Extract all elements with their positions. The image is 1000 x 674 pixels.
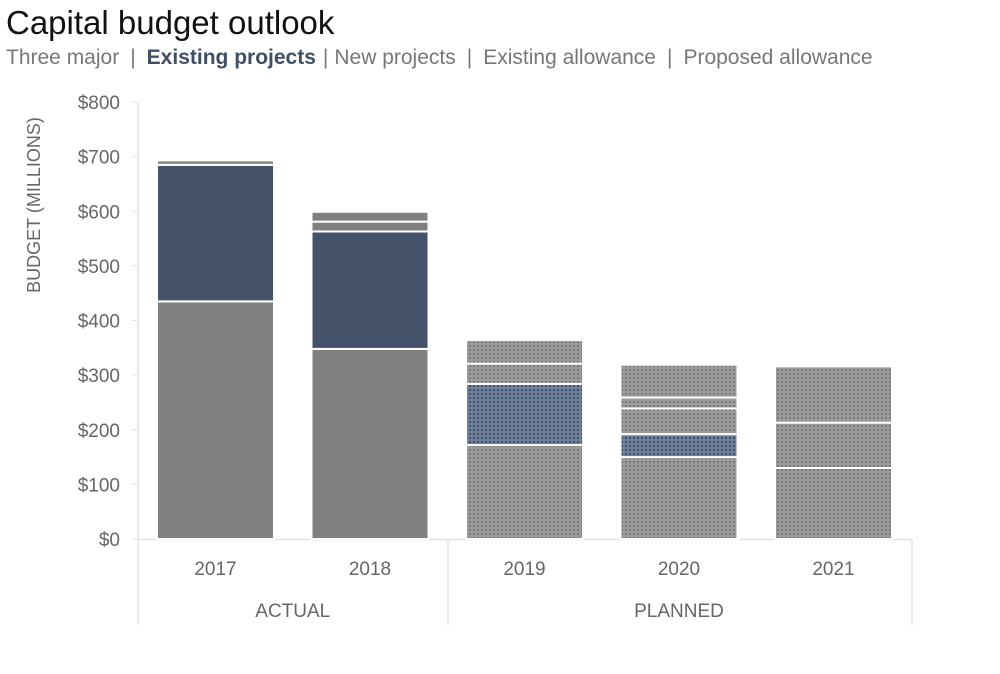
y-tick-label: $200 xyxy=(78,421,120,442)
legend: Three major | Existing projects | New projec… xyxy=(6,46,873,70)
y-tick-label: $600 xyxy=(78,202,120,223)
bar-segment-three-major[interactable] xyxy=(156,300,275,540)
y-axis-label: BUDGET (MILLIONS) xyxy=(24,117,44,293)
x-tick-label: 2017 xyxy=(194,559,236,580)
bar-segment-existing-projects[interactable] xyxy=(310,230,430,350)
y-tick-label: $700 xyxy=(78,148,120,169)
y-tick-label: $300 xyxy=(78,366,120,387)
legend-separator: | xyxy=(322,46,329,69)
legend-separator: | xyxy=(666,46,673,69)
y-tick-label: $500 xyxy=(78,257,120,278)
y-tick-label: $0 xyxy=(99,530,120,551)
bar-segment-existing-projects[interactable] xyxy=(619,433,739,459)
bar-segment-proposed-allowance[interactable] xyxy=(774,365,893,424)
group-label: ACTUAL xyxy=(255,601,330,622)
bar-segment-new-projects[interactable] xyxy=(619,407,739,436)
bar-segment-proposed-allowance[interactable] xyxy=(310,210,430,223)
bar-segment-three-major[interactable] xyxy=(619,456,739,540)
bar-segment-three-major[interactable] xyxy=(310,347,430,540)
bar-segment-existing-allowance[interactable] xyxy=(465,362,584,385)
bar-segment-three-major[interactable] xyxy=(465,444,584,541)
bar-segment-existing-allowance[interactable] xyxy=(156,159,275,166)
legend-separator: | xyxy=(466,46,473,69)
bar-segment-existing-allowance[interactable] xyxy=(619,396,739,410)
bar-segment-three-major[interactable] xyxy=(774,466,893,540)
y-tick-label: $100 xyxy=(78,475,120,496)
bar-segment-existing-allowance[interactable] xyxy=(310,220,430,233)
group-label: PLANNED xyxy=(634,601,724,622)
legend-entry-three-major[interactable]: Three major xyxy=(6,46,120,69)
bar-segment-proposed-allowance[interactable] xyxy=(465,339,584,365)
y-tick-label: $400 xyxy=(78,312,120,333)
bar-segment-new-projects[interactable] xyxy=(774,421,893,469)
legend-separator: | xyxy=(130,46,136,69)
x-tick-label: 2021 xyxy=(812,559,854,580)
chart-title: Capital budget outlook xyxy=(6,4,335,41)
bar-segment-proposed-allowance[interactable] xyxy=(619,363,739,399)
bar-segment-existing-projects[interactable] xyxy=(156,163,275,303)
y-tick-label: $800 xyxy=(78,93,120,114)
x-tick-label: 2020 xyxy=(658,559,700,580)
legend-entry-new-projects[interactable]: New projects xyxy=(334,46,456,69)
legend-entry-proposed-allowance[interactable]: Proposed allowance xyxy=(683,46,873,69)
legend-entry-existing-allowance[interactable]: Existing allowance xyxy=(483,46,656,69)
x-tick-label: 2018 xyxy=(349,559,391,580)
x-tick-label: 2019 xyxy=(503,559,545,580)
legend-entry-existing-projects[interactable]: Existing projects xyxy=(146,46,316,69)
bar-segment-existing-projects[interactable] xyxy=(465,382,584,447)
